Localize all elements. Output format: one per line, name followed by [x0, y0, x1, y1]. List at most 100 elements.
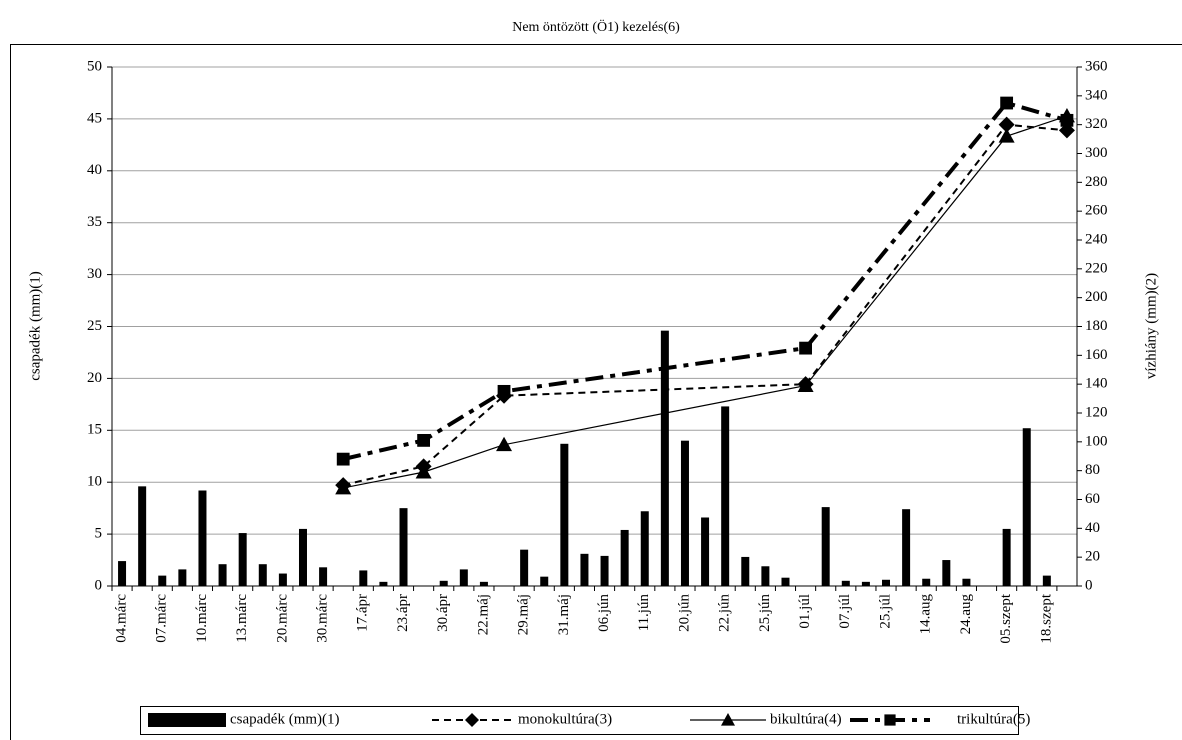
- x-tick-label: 20.jún: [676, 594, 692, 632]
- y2-tick-label: 180: [1085, 318, 1108, 334]
- bar: [198, 490, 207, 586]
- chart-title: Nem öntözött (Ö1) kezelés(6): [512, 18, 680, 35]
- bar: [741, 556, 750, 586]
- bar: [540, 576, 549, 586]
- y2-tick-label: 320: [1085, 116, 1108, 132]
- bar: [479, 581, 488, 586]
- y-tick-label: 25: [87, 318, 102, 334]
- bar: [1022, 428, 1031, 586]
- bar: [319, 567, 328, 586]
- x-tick-label: 29.máj: [516, 594, 532, 635]
- marker-diamond: [465, 713, 479, 727]
- bar: [258, 564, 267, 586]
- y-tick-label: 5: [95, 526, 103, 542]
- marker-square: [799, 341, 812, 355]
- bar: [922, 578, 931, 586]
- y2-tick-label: 240: [1085, 231, 1108, 247]
- bar: [761, 566, 770, 586]
- bar: [660, 330, 669, 586]
- y-tick-label: 45: [87, 110, 102, 126]
- marker-square: [884, 714, 896, 726]
- bar: [560, 443, 569, 586]
- y2-tick-label: 100: [1085, 433, 1108, 449]
- marker-triangle: [797, 377, 814, 393]
- bar: [158, 575, 167, 586]
- y2-tick-label: 220: [1085, 260, 1108, 276]
- y-tick-label: 20: [87, 370, 102, 386]
- x-tick-label: 07.márc: [154, 594, 170, 643]
- legend-label: monokultúra(3): [518, 711, 612, 727]
- legend-swatch: [148, 713, 226, 727]
- marker-triangle: [496, 436, 513, 452]
- x-tick-label: 25.jún: [757, 594, 773, 632]
- x-tick-label: 30.ápr: [435, 594, 451, 632]
- bar: [580, 553, 589, 586]
- x-tick-label: 23.ápr: [395, 594, 411, 632]
- line: [343, 115, 1068, 489]
- x-tick-label: 24.aug: [958, 594, 974, 635]
- legend-label: bikultúra(4): [770, 711, 842, 727]
- bar: [138, 486, 147, 586]
- x-tick-label: 18.szept: [1038, 593, 1054, 643]
- bar: [218, 564, 227, 586]
- legend-box: [140, 706, 1019, 735]
- marker-square: [417, 433, 431, 447]
- x-tick-label: 10.márc: [194, 594, 210, 643]
- y2-tick-label: 60: [1085, 491, 1100, 507]
- y2-tick-label: 340: [1085, 87, 1108, 103]
- bar: [379, 581, 388, 586]
- bar: [118, 561, 127, 586]
- legend-label: trikultúra(5): [957, 711, 1030, 727]
- y-tick-label: 50: [87, 58, 102, 74]
- x-tick-label: 22.máj: [475, 594, 491, 635]
- bar: [701, 517, 710, 586]
- bar: [520, 549, 529, 586]
- x-tick-label: 06.jún: [596, 594, 612, 632]
- x-tick-label: 17.ápr: [355, 594, 371, 632]
- x-tick-label: 01.júl: [797, 594, 813, 629]
- y2-tick-label: 20: [1085, 549, 1100, 565]
- y-tick-label: 40: [87, 162, 102, 178]
- x-tick-label: 14.aug: [918, 594, 934, 635]
- marker-diamond: [998, 116, 1015, 133]
- y2-tick-label: 200: [1085, 289, 1108, 305]
- x-tick-label: 07.júl: [837, 594, 853, 629]
- bar: [600, 555, 609, 586]
- y2-tick-label: 80: [1085, 462, 1100, 478]
- y-axis-title: csapadék (mm)(1): [27, 271, 43, 381]
- bar: [1002, 528, 1011, 586]
- line: [342, 123, 1068, 487]
- x-tick-label: 11.jún: [636, 594, 652, 632]
- bar: [238, 533, 247, 586]
- bar: [781, 577, 790, 586]
- y2-tick-label: 300: [1085, 145, 1108, 161]
- y2-tick-label: 0: [1085, 577, 1093, 593]
- bar: [399, 508, 408, 586]
- bar: [861, 581, 870, 586]
- x-tick-label: 20.márc: [274, 594, 290, 643]
- x-tick-label: 30.márc: [315, 594, 331, 643]
- legend-label: csapadék (mm)(1): [230, 711, 340, 727]
- marker-triangle: [998, 128, 1015, 143]
- x-tick-label: 31.máj: [556, 594, 572, 635]
- x-tick-label: 05.szept: [998, 593, 1014, 643]
- y-tick-label: 35: [87, 214, 102, 230]
- bar: [178, 569, 187, 586]
- y-tick-label: 0: [95, 577, 103, 593]
- bar: [439, 580, 448, 586]
- bar: [821, 507, 830, 586]
- y2-tick-label: 280: [1085, 174, 1108, 190]
- marker-square: [336, 452, 350, 466]
- x-tick-label: 13.márc: [234, 594, 250, 643]
- x-tick-label: 22.jún: [717, 594, 733, 632]
- bar: [459, 569, 468, 586]
- bar: [962, 578, 971, 586]
- bar: [942, 560, 951, 586]
- bar: [278, 573, 287, 586]
- marker-triangle: [721, 713, 735, 726]
- bar: [680, 440, 689, 586]
- marker-square: [1000, 96, 1014, 110]
- bar: [620, 529, 629, 586]
- bar: [298, 528, 307, 586]
